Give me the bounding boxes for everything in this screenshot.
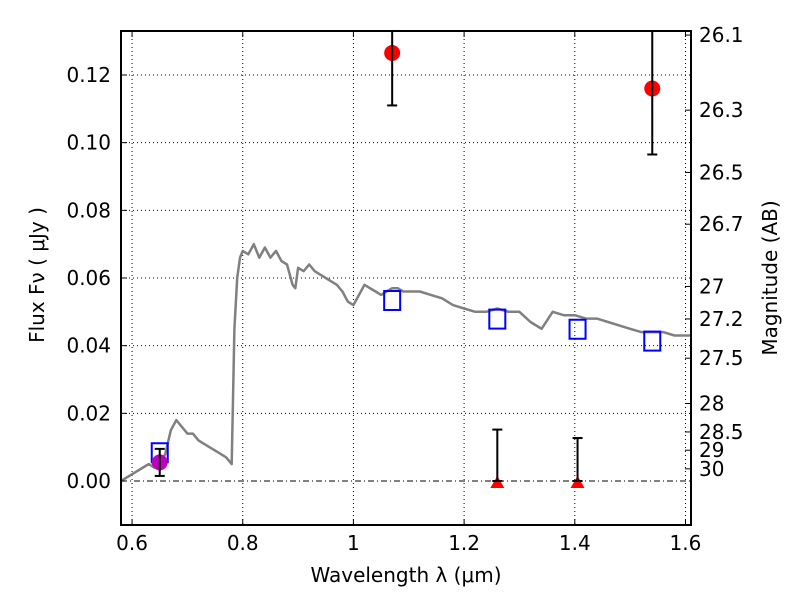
model-band-square (488, 308, 507, 330)
y-tick-label: 0.10 (66, 131, 111, 155)
x-tick-label: 1 (347, 531, 360, 555)
model-band-square (568, 318, 587, 340)
right-tick-label: 28 (699, 392, 724, 416)
y-tick-label: 0.04 (66, 334, 111, 358)
x-tick-label: 1.2 (448, 531, 480, 555)
x-axis-label: Wavelength λ (μm) (310, 563, 501, 587)
y-tick-label: 0.12 (66, 63, 111, 87)
x-tick-label: 0.6 (116, 531, 148, 555)
series-layer (120, 31, 691, 489)
right-tick-label: 27 (699, 274, 724, 298)
right-tick-label: 26.1 (699, 23, 744, 47)
x-tick-label: 1.6 (670, 531, 702, 555)
right-tick-label: 27.5 (699, 346, 744, 370)
y-axis-label: Flux Fν ( μJy ) (25, 207, 49, 343)
y-axis-ticks: 0.00 0.02 0.04 0.06 0.08 0.10 0.12 (66, 63, 127, 493)
right-tick-label: 28.5 (699, 420, 744, 444)
model-band-square (383, 289, 402, 311)
right-tick-label: 27.2 (699, 307, 744, 331)
y-tick-label: 0.08 (66, 198, 111, 222)
sed-model-line (120, 242, 691, 483)
y-tick-label: 0.00 (66, 469, 111, 493)
y-tick-label: 0.06 (66, 266, 111, 290)
x-tick-label: 1.4 (559, 531, 591, 555)
right-tick-label: 26.7 (699, 212, 744, 236)
right-axis-label: Magnitude (AB) (758, 200, 782, 355)
model-band-square (643, 330, 662, 352)
x-tick-label: 0.8 (227, 531, 259, 555)
right-tick-label: 29 (699, 438, 724, 462)
right-tick-label: 26.5 (699, 160, 744, 184)
grid (121, 31, 691, 525)
right-tick-label: 26.3 (699, 98, 744, 122)
right-tick-label: 30 (699, 457, 724, 481)
x-axis-ticks: 0.6 0.8 1 1.2 1.4 1.6 (116, 31, 701, 555)
y-tick-label: 0.02 (66, 401, 111, 425)
